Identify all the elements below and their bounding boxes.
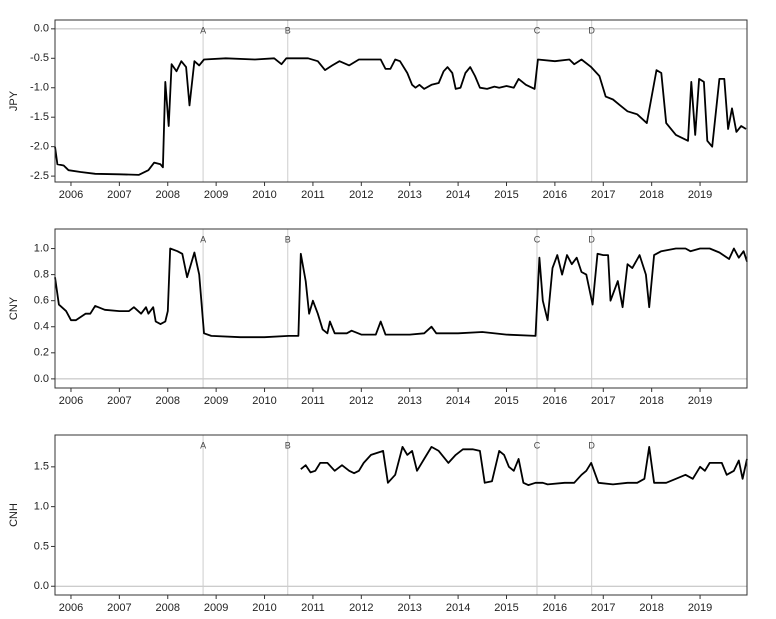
x-tick-label: 2010 [252,189,276,201]
plot-frame [54,19,748,183]
y-tick-label: -2.5 [30,170,49,182]
event-label: D [588,25,595,35]
y-axis-label: CNH [8,503,20,527]
x-tick-label: 2007 [107,602,131,614]
y-tick-label: 0.8 [34,269,49,281]
x-tick-label: 2008 [156,602,180,614]
x-tick-label: 2006 [59,189,83,201]
x-tick-label: 2009 [204,602,228,614]
x-tick-label: 2006 [59,602,83,614]
y-tick-label: 1.0 [34,242,49,254]
x-tick-label: 2013 [397,395,421,407]
x-tick-label: 2019 [688,395,712,407]
data-line [54,57,747,176]
plot-frame [54,434,748,596]
y-tick-label: 0.6 [34,295,49,307]
x-tick-label: 2016 [543,189,567,201]
event-label: B [285,440,291,450]
y-tick-label: 0.0 [34,23,49,35]
x-tick-label: 2013 [397,189,421,201]
x-tick-label: 2018 [639,602,663,614]
x-tick-label: 2012 [349,189,373,201]
plot-frame [54,228,748,389]
x-tick-label: 2017 [591,602,615,614]
event-label: A [200,234,206,244]
y-tick-label: 0.5 [34,540,49,552]
event-label: A [200,440,206,450]
x-tick-label: 2009 [204,395,228,407]
x-tick-label: 2016 [543,395,567,407]
x-tick-label: 2015 [494,189,518,201]
x-tick-label: 2014 [446,602,470,614]
x-tick-label: 2007 [107,395,131,407]
x-tick-label: 2008 [156,189,180,201]
x-tick-label: 2019 [688,189,712,201]
y-tick-label: 1.0 [34,501,49,513]
x-tick-label: 2012 [349,395,373,407]
x-tick-label: 2007 [107,189,131,201]
x-tick-label: 2016 [543,602,567,614]
y-axis-label: JPY [8,90,20,111]
event-label: B [285,25,291,35]
x-tick-label: 2011 [301,602,325,614]
x-tick-label: 2015 [494,395,518,407]
x-tick-label: 2019 [688,602,712,614]
x-tick-label: 2010 [252,602,276,614]
data-line [54,247,748,339]
y-tick-label: 1.5 [34,461,49,473]
x-tick-label: 2018 [639,395,663,407]
event-label: C [534,234,541,244]
x-tick-label: 2009 [204,189,228,201]
y-tick-label: 0.0 [34,580,49,592]
y-tick-label: 0.4 [34,321,49,333]
y-tick-label: 0.2 [34,347,49,359]
x-tick-label: 2017 [591,395,615,407]
x-tick-label: 2018 [639,189,663,201]
x-tick-label: 2014 [446,189,470,201]
y-tick-label: -0.5 [30,52,49,64]
event-label: A [200,25,206,35]
x-tick-label: 2011 [301,189,325,201]
x-tick-label: 2015 [494,602,518,614]
y-axis-label: CNY [8,296,20,320]
y-tick-label: -1.5 [30,111,49,123]
x-tick-label: 2006 [59,395,83,407]
y-tick-label: 0.0 [34,373,49,385]
x-tick-label: 2014 [446,395,470,407]
y-tick-label: -1.0 [30,82,49,94]
event-label: D [588,234,595,244]
x-tick-label: 2010 [252,395,276,407]
data-line [300,446,748,486]
x-tick-label: 2011 [301,395,325,407]
event-label: C [534,440,541,450]
x-tick-label: 2008 [156,395,180,407]
event-label: D [588,440,595,450]
event-label: B [285,234,291,244]
x-tick-label: 2017 [591,189,615,201]
x-tick-label: 2012 [349,602,373,614]
x-tick-label: 2013 [397,602,421,614]
event-label: C [534,25,541,35]
y-tick-label: -2.0 [30,141,49,153]
